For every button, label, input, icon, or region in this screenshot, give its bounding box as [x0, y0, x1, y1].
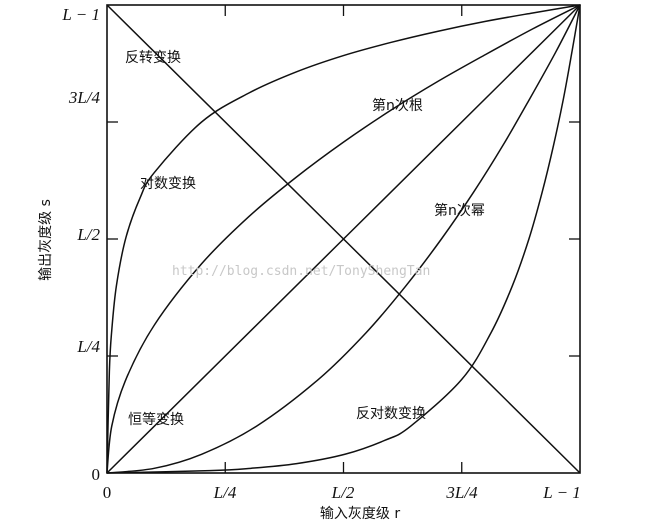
- curve-2: [106, 4, 581, 474]
- label-identity: 恒等变换: [128, 411, 184, 428]
- label-log: 对数变换: [140, 175, 196, 192]
- watermark: http://blog.csdn.net/TonyShengTan: [172, 264, 430, 279]
- y-tick-label: 0: [92, 465, 101, 484]
- y-axis-label: 输出灰度级 s: [38, 199, 54, 281]
- x-tick-label: L − 1: [542, 483, 581, 502]
- curve-1: [106, 4, 581, 474]
- x-tick-label: L/2: [331, 483, 355, 502]
- y-tick-label: L/4: [76, 337, 100, 356]
- y-tick-label: L − 1: [61, 5, 100, 24]
- y-tick-label: 3L/4: [68, 88, 101, 107]
- curve-3: [106, 4, 581, 474]
- label-nth-root: 第n次根: [372, 97, 423, 114]
- label-nth-power: 第n次幂: [434, 202, 485, 219]
- curve-5: [106, 4, 581, 474]
- y-tick-label: L/2: [76, 225, 100, 244]
- x-axis-label: 输入灰度级 r: [320, 506, 400, 522]
- curve-4: [106, 4, 581, 474]
- x-tick-label: 0: [103, 483, 112, 502]
- label-inverse-log: 反对数变换: [356, 405, 426, 422]
- x-tick-label: L/4: [213, 483, 237, 502]
- label-negative: 反转变换: [125, 49, 181, 66]
- x-tick-label: 3L/4: [445, 483, 478, 502]
